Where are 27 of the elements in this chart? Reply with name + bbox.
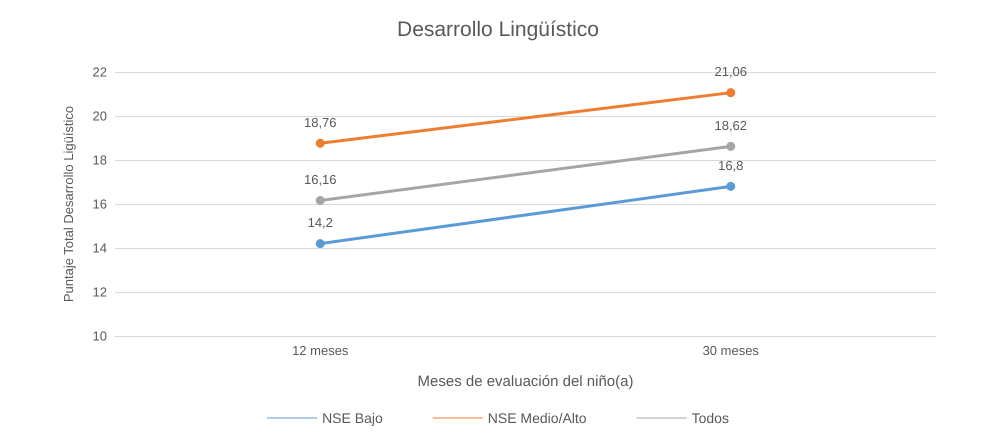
x-tick-label: 30 meses [702, 343, 760, 358]
point [316, 138, 325, 148]
x-tick-label: 12 meses [292, 343, 349, 358]
point [726, 88, 736, 98]
y-tick-label: 16 [92, 196, 107, 212]
data-label: 18,62 [714, 118, 748, 133]
y-tick-label: 12 [92, 284, 107, 300]
point [726, 182, 736, 191]
y-tick-label: 22 [92, 64, 107, 80]
y-tick-label: 18 [92, 152, 107, 168]
legend-label: Todos [692, 410, 729, 426]
data-label: 16,8 [718, 158, 744, 173]
x-axis-title: Meses de evaluación del niño(a) [418, 373, 634, 390]
data-label: 18,76 [304, 114, 337, 130]
chart-title: Desarrollo Lingüístico [397, 18, 599, 41]
y-tick-label: 10 [92, 328, 107, 344]
point [316, 196, 325, 205]
y-tick-label: 14 [92, 240, 107, 256]
y-tick-label: 20 [92, 108, 107, 124]
point [316, 239, 325, 248]
y-axis-title: Puntaje Total Desarrollo Ligüístico [61, 106, 76, 302]
data-label: 14,2 [308, 215, 333, 230]
data-label: 16,16 [304, 172, 337, 187]
legend-label: NSE Medio/Alto [488, 410, 587, 426]
legend-label: NSE Bajo [322, 410, 383, 426]
point [726, 142, 736, 151]
data-label: 21,06 [714, 64, 748, 80]
